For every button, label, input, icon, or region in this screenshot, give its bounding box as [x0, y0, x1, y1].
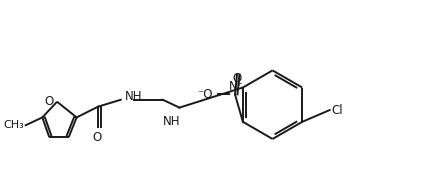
Text: Cl: Cl	[332, 104, 343, 117]
Text: NH: NH	[125, 90, 142, 103]
Text: N⁺: N⁺	[229, 80, 243, 93]
Text: O: O	[233, 72, 242, 85]
Text: O: O	[93, 131, 102, 144]
Text: NH: NH	[163, 116, 181, 129]
Text: O: O	[45, 95, 54, 108]
Text: CH₃: CH₃	[3, 120, 24, 130]
Text: ⁻O: ⁻O	[197, 88, 212, 101]
